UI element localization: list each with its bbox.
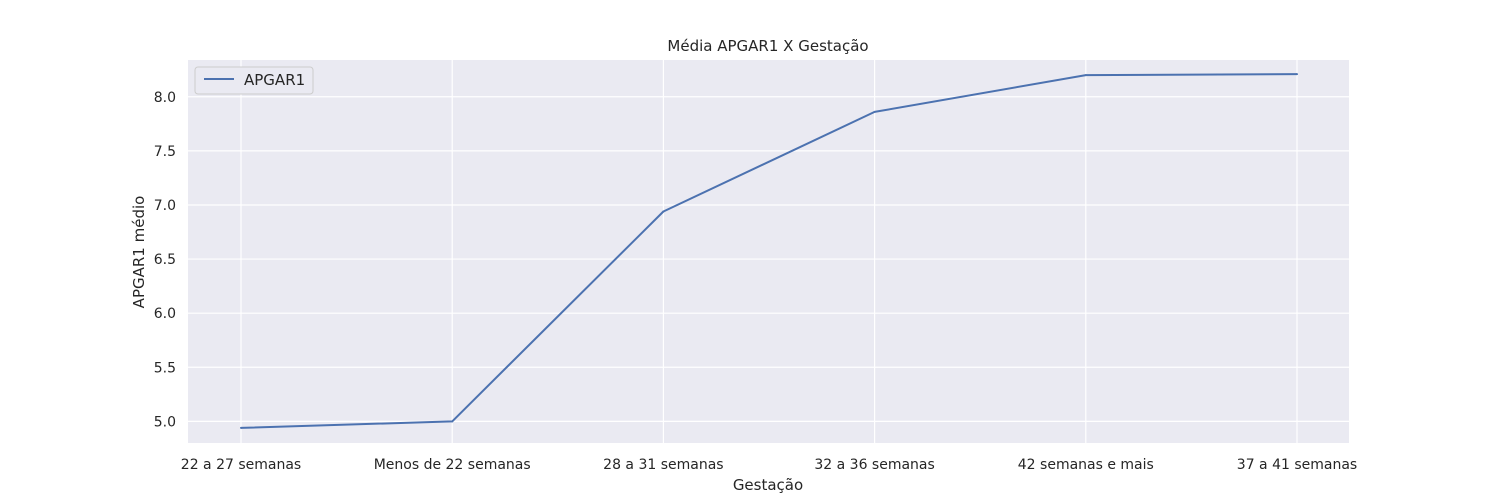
y-tick-label: 5.5 <box>154 360 176 376</box>
y-tick-label: 6.5 <box>154 252 176 268</box>
x-tick-label: 28 a 31 semanas <box>603 457 723 473</box>
data-point <box>451 420 454 423</box>
x-tick-label: Menos de 22 semanas <box>374 457 531 473</box>
y-axis-label: APGAR1 médio <box>130 196 148 309</box>
x-tick-label: 32 a 36 semanas <box>814 457 934 473</box>
data-point <box>1084 74 1087 77</box>
chart-title: Média APGAR1 X Gestação <box>667 37 868 55</box>
data-point <box>873 110 876 113</box>
x-axis-label: Gestação <box>733 476 803 494</box>
x-tick-label: 42 semanas e mais <box>1018 457 1154 473</box>
y-tick-labels: 5.0 5.5 6.0 6.5 7.0 7.5 8.0 <box>154 90 176 431</box>
data-point <box>1296 73 1298 76</box>
legend-box <box>194 66 314 95</box>
grid-lines <box>188 60 1349 443</box>
y-tick-label: 6.0 <box>154 306 176 322</box>
x-tick-label: 22 a 27 semanas <box>181 457 301 473</box>
y-tick-label: 7.0 <box>154 198 176 214</box>
y-tick-label: 8.0 <box>154 90 176 106</box>
legend: APGAR1 <box>194 66 314 95</box>
legend-label-apgar1: APGAR1 <box>244 71 305 89</box>
series-line-apgar1 <box>240 73 1298 429</box>
x-tick-label: 37 a 41 semanas <box>1237 457 1357 473</box>
data-point <box>240 426 242 429</box>
plot-area <box>188 60 1349 443</box>
data-point <box>662 210 665 213</box>
y-tick-label: 7.5 <box>154 144 176 160</box>
y-tick-label: 5.0 <box>154 414 176 430</box>
series-layer <box>240 73 1298 429</box>
x-tick-labels: 22 a 27 semanas Menos de 22 semanas 28 a 3… <box>181 457 1357 473</box>
